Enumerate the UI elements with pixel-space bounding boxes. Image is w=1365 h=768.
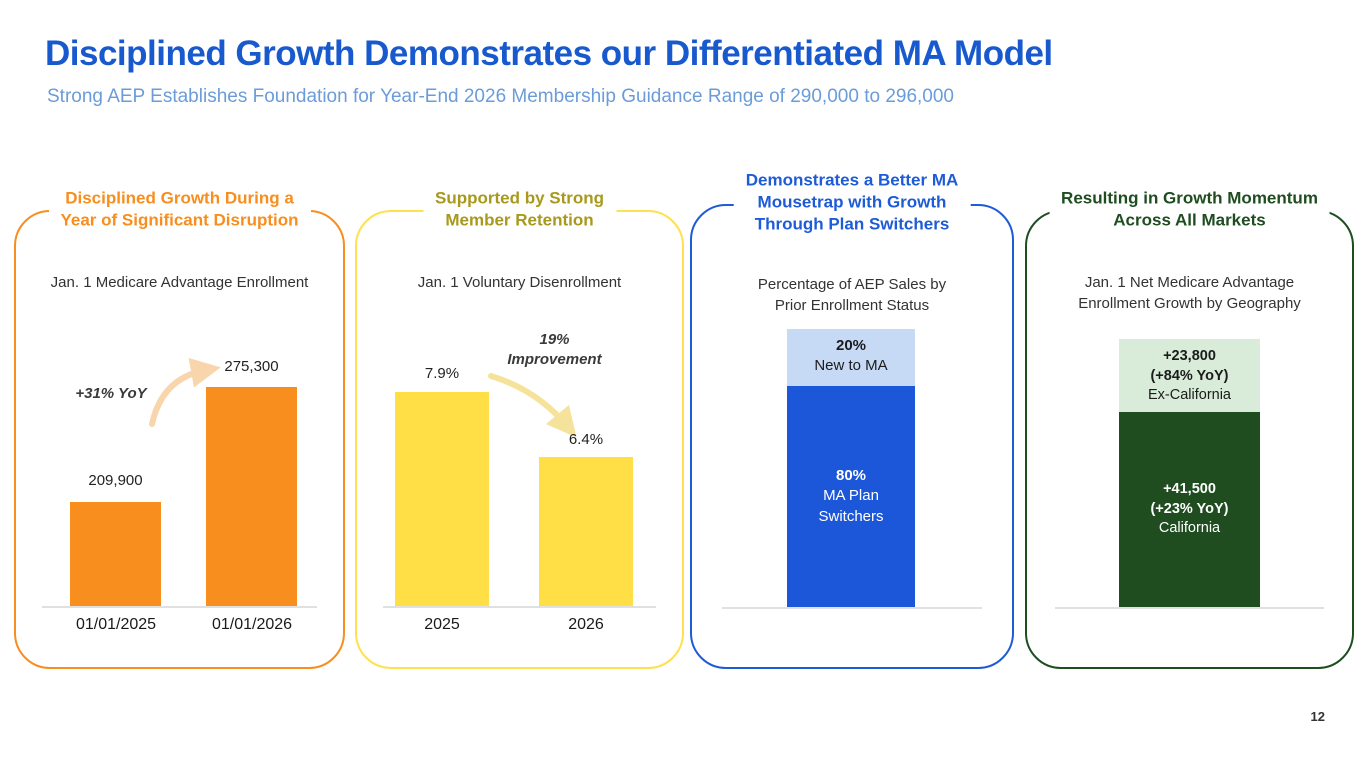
- panel-title-line: Disciplined Growth During a: [65, 188, 294, 208]
- segment-label: Switchers: [818, 507, 884, 525]
- annotation-line: 19%: [539, 331, 570, 348]
- bar-value-label: 7.9%: [424, 365, 460, 382]
- x-axis-line: [42, 606, 317, 608]
- bar-2026: [539, 457, 633, 606]
- segment-yoy: (+84% YoY): [1150, 367, 1229, 384]
- panel-title: Demonstrates a Better MA Mousetrap with …: [733, 168, 971, 237]
- panel-plan-switchers: Demonstrates a Better MA Mousetrap with …: [690, 168, 1014, 669]
- growth-arrow-icon: [149, 358, 221, 427]
- bar-value-label: 209,900: [88, 472, 143, 489]
- panel-title-line: Through Plan Switchers: [754, 214, 950, 234]
- bar-2025: [395, 392, 489, 606]
- panel-title: Supported by Strong Member Retention: [422, 186, 617, 233]
- x-tick-label: 01/01/2026: [211, 616, 293, 633]
- panel-growth-momentum: Resulting in Growth Momentum Across All …: [1025, 186, 1354, 669]
- x-tick-label: 2026: [568, 616, 604, 633]
- segment-label: New to MA: [814, 357, 888, 375]
- yoy-annotation: +31% YoY: [75, 385, 147, 402]
- segment-label: Ex-California: [1148, 387, 1231, 404]
- segment-yoy: (+23% YoY): [1150, 500, 1229, 517]
- chart-title-line: Jan. 1 Voluntary Disenrollment: [417, 274, 622, 291]
- chart-title: Jan. 1 Net Medicare Advantage Enrollment…: [1027, 272, 1352, 314]
- bar-value-label: 275,300: [224, 358, 279, 375]
- stack-segment-ex-california: +23,800 (+84% YoY) Ex-California: [1119, 339, 1260, 412]
- chart-title-line: Percentage of AEP Sales by: [757, 276, 947, 293]
- panel-title-line: Year of Significant Disruption: [60, 210, 299, 230]
- segment-label: California: [1158, 520, 1221, 537]
- panel-member-retention: Supported by Strong Member Retention Jan…: [355, 186, 684, 669]
- x-tick-label: 01/01/2025: [75, 616, 157, 633]
- panel-title-line: Supported by Strong: [434, 188, 605, 208]
- stack-segment-ma-plan-switchers: 80% MA Plan Switchers: [787, 386, 915, 607]
- bar-2025: [70, 502, 161, 606]
- segment-value: +23,800: [1163, 348, 1216, 364]
- segment-value: 80%: [835, 467, 867, 485]
- chart-title: Jan. 1 Voluntary Disenrollment: [357, 272, 682, 293]
- bar-2026: [206, 387, 297, 606]
- panel-title-line: Mousetrap with Growth: [757, 192, 947, 212]
- annotation-line: Improvement: [507, 350, 602, 368]
- chart-title-line: Jan. 1 Net Medicare Advantage: [1084, 274, 1295, 291]
- panel-title-line: Demonstrates a Better MA: [745, 170, 959, 190]
- segment-value: 20%: [835, 337, 867, 354]
- bar-value-label: 6.4%: [568, 431, 604, 448]
- chart-title-line: Prior Enrollment Status: [774, 297, 930, 314]
- page-title: Disciplined Growth Demonstrates our Diff…: [45, 34, 1053, 73]
- panel-title: Disciplined Growth During a Year of Sign…: [48, 186, 311, 233]
- chart-title: Percentage of AEP Sales by Prior Enrollm…: [692, 274, 1012, 316]
- panel-title-line: Member Retention: [445, 210, 594, 230]
- segment-value: +41,500: [1163, 481, 1216, 498]
- x-axis-line: [722, 607, 982, 609]
- x-axis-line: [1055, 607, 1324, 609]
- segment-label: MA Plan: [823, 487, 879, 505]
- panel-title: Resulting in Growth Momentum Across All …: [1049, 186, 1330, 233]
- chart-title-line: Enrollment Growth by Geography: [1078, 295, 1301, 312]
- x-axis-line: [383, 606, 656, 608]
- chart-title: Jan. 1 Medicare Advantage Enrollment: [16, 272, 343, 293]
- page-subtitle: Strong AEP Establishes Foundation for Ye…: [47, 86, 954, 107]
- chart-title-line: Jan. 1 Medicare Advantage Enrollment: [50, 274, 309, 291]
- panel-title-line: Across All Markets: [1113, 210, 1266, 230]
- x-tick-label: 2025: [424, 616, 460, 633]
- stack-segment-california: +41,500 (+23% YoY) California: [1119, 412, 1260, 607]
- improvement-arrow-icon: [488, 373, 577, 438]
- stack-segment-new-to-ma: 20% New to MA: [787, 329, 915, 386]
- panel-disciplined-growth: Disciplined Growth During a Year of Sign…: [14, 186, 345, 669]
- page-number: 12: [1310, 709, 1325, 724]
- panel-title-line: Resulting in Growth Momentum: [1061, 188, 1318, 208]
- improvement-annotation: 19% Improvement: [497, 330, 612, 369]
